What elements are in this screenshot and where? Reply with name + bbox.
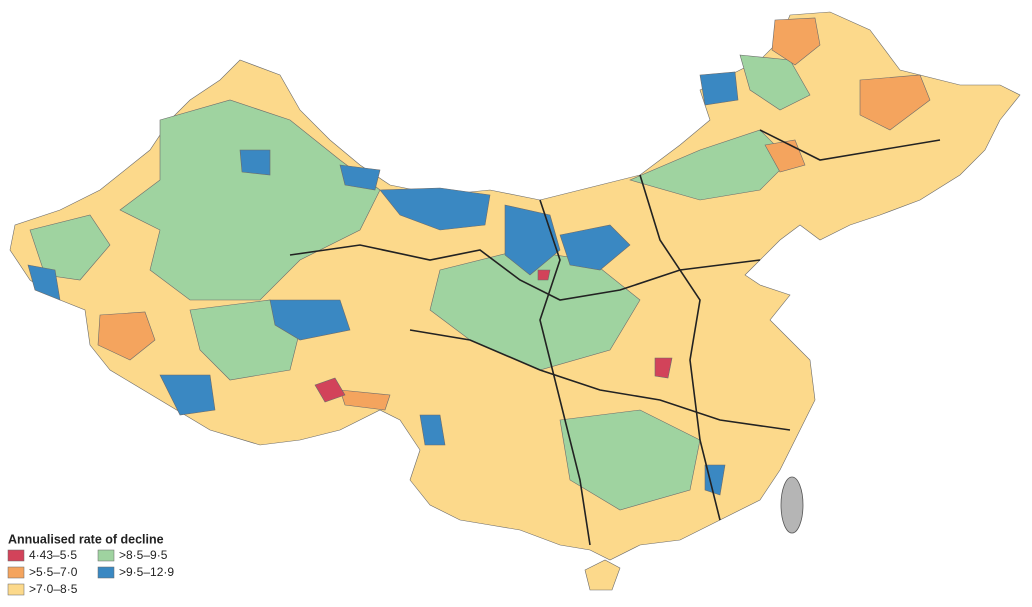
region xyxy=(559,409,701,511)
legend-swatch xyxy=(97,566,115,579)
legend: Annualised rate of decline 4·43–5·5 >5·5–… xyxy=(7,532,174,596)
region xyxy=(314,377,346,403)
region xyxy=(27,264,61,301)
taiwan xyxy=(780,476,804,534)
legend-swatch xyxy=(7,566,25,579)
legend-swatch xyxy=(97,549,115,562)
province-border xyxy=(639,174,721,521)
legend-title: Annualised rate of decline xyxy=(8,532,164,546)
province-border xyxy=(289,244,761,301)
legend-label: 4·43–5·5 xyxy=(29,548,77,562)
province-border xyxy=(539,199,591,546)
region xyxy=(584,559,621,591)
legend-label: >9·5–12·9 xyxy=(119,565,174,579)
region xyxy=(119,99,381,301)
legend-label: >8·5–9·5 xyxy=(119,548,168,562)
region xyxy=(339,389,391,411)
region xyxy=(699,71,739,106)
region xyxy=(239,149,271,176)
region xyxy=(559,224,631,271)
legend-swatch xyxy=(7,549,25,562)
province-border xyxy=(759,129,941,161)
region xyxy=(159,374,216,416)
region xyxy=(419,414,446,446)
region xyxy=(339,164,381,191)
region xyxy=(739,54,811,111)
region xyxy=(859,74,931,131)
region xyxy=(379,187,491,231)
legend-label: >7·0–8·5 xyxy=(29,582,78,596)
region xyxy=(654,357,673,379)
regions xyxy=(9,11,1021,591)
region xyxy=(504,204,561,276)
region xyxy=(269,299,351,341)
region xyxy=(537,269,551,281)
region xyxy=(771,17,821,66)
legend-swatch xyxy=(7,583,25,596)
region xyxy=(97,311,156,361)
province-border xyxy=(409,329,791,431)
legend-label: >5·5–7·0 xyxy=(29,565,78,579)
region xyxy=(704,464,726,496)
